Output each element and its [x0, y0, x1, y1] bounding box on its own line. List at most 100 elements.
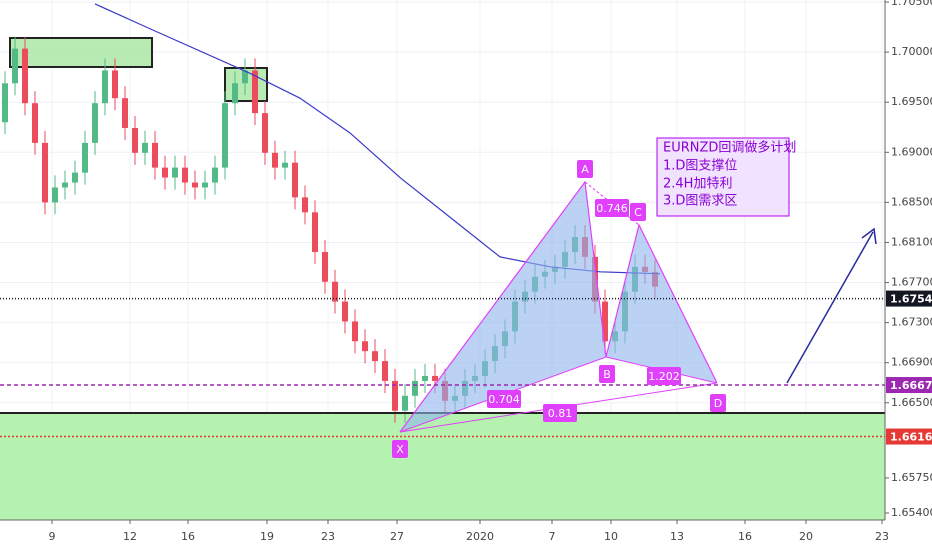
candle-body	[152, 142, 158, 168]
x-tick-label: 19	[260, 530, 274, 543]
price-label-box	[886, 428, 932, 445]
candle-body	[432, 375, 438, 381]
point-label: A	[581, 163, 589, 176]
candle-body	[22, 48, 28, 104]
zone-box	[9, 37, 153, 68]
candle-body	[212, 167, 218, 183]
candle-body	[392, 380, 398, 411]
price-label-box	[886, 377, 932, 394]
candle-body	[362, 341, 368, 352]
point-label-box	[599, 365, 615, 383]
point-label-box	[577, 160, 593, 178]
y-tick-label: 1.69500	[891, 95, 932, 108]
note-text: 2.4H加特利	[663, 177, 732, 192]
price-axis	[885, 0, 932, 550]
point-label: X	[396, 443, 404, 456]
candle-body	[172, 167, 178, 178]
time-axis	[0, 520, 932, 550]
note-text: 3.D图需求区	[663, 194, 737, 209]
candle-body	[272, 152, 278, 168]
candle-body	[252, 70, 258, 114]
candle-body	[132, 127, 138, 153]
price-label: 1.67540	[890, 293, 932, 306]
candle-body	[112, 70, 118, 99]
ratio-label: 0.746	[596, 202, 628, 215]
harmonic-pattern	[399, 180, 718, 433]
x-tick-label: 7	[549, 530, 556, 543]
x-tick-label: 23	[321, 530, 335, 543]
candle-body	[262, 113, 268, 153]
candle-body	[242, 70, 248, 84]
candle-body	[402, 395, 408, 411]
ratio-label: 0.704	[488, 393, 520, 406]
candle-body	[202, 182, 208, 188]
candle-body	[292, 162, 298, 198]
ratio-label: 0.81	[548, 407, 573, 420]
point-label-box	[630, 203, 646, 221]
candle-body	[102, 70, 108, 104]
x-tick-label: 10	[604, 530, 618, 543]
candle-body	[282, 162, 288, 168]
candle-body	[142, 142, 148, 153]
note-text: 1.D图支撑位	[663, 159, 737, 174]
y-tick-label: 1.65750	[891, 471, 932, 484]
y-tick-label: 1.70500	[891, 0, 932, 8]
candle-body	[422, 375, 428, 381]
candle-body	[92, 103, 98, 143]
x-tick-label: 16	[738, 530, 752, 543]
x-tick-label: 23	[875, 530, 889, 543]
candle-body	[192, 182, 198, 188]
pattern-fill	[606, 225, 717, 383]
candle-body	[332, 281, 338, 302]
candle-body	[322, 251, 328, 282]
y-tick-label: 1.69000	[891, 145, 932, 158]
candle-body	[182, 167, 188, 183]
candle-body	[42, 142, 48, 203]
x-tick-label: 2020	[466, 530, 494, 543]
y-tick-label: 1.68100	[891, 235, 932, 248]
ratio-label: 1.202	[648, 370, 680, 383]
candle-body	[232, 83, 238, 104]
ratio-label-box	[487, 390, 521, 408]
candle-body	[2, 83, 8, 123]
price-label: 1.66163	[890, 431, 932, 444]
candle-body	[342, 301, 348, 322]
y-tick-label: 1.70000	[891, 45, 932, 58]
candle-body	[382, 361, 388, 381]
price-label: 1.66677	[890, 379, 932, 392]
ratio-label-box	[543, 404, 577, 422]
ratio-label-box	[647, 367, 681, 385]
y-tick-label: 1.66900	[891, 356, 932, 369]
y-tick-label: 1.66500	[891, 396, 932, 409]
candle-body	[162, 167, 168, 178]
candle-body	[82, 142, 88, 173]
ratio-label-box	[595, 199, 629, 217]
candle-body	[72, 172, 78, 183]
point-label: B	[603, 368, 611, 381]
candle-body	[62, 182, 68, 188]
candle-body	[222, 103, 228, 168]
candle-body	[302, 197, 308, 213]
candle-body	[412, 380, 418, 396]
y-tick-label: 1.68500	[891, 195, 932, 208]
candle-body	[312, 212, 318, 252]
y-tick-label: 1.67700	[891, 276, 932, 289]
point-label: C	[634, 206, 642, 219]
y-tick-label: 1.65400	[891, 506, 932, 519]
arrow-head	[861, 227, 877, 245]
point-label: D	[714, 397, 722, 410]
x-tick-label: 12	[123, 530, 137, 543]
point-label-box	[392, 440, 408, 458]
candle-body	[602, 301, 608, 342]
demand-zone	[0, 413, 885, 520]
candle-body	[32, 103, 38, 143]
candle-body	[372, 351, 378, 362]
candle-body	[352, 321, 358, 342]
candle-body	[122, 98, 128, 128]
note-box	[656, 137, 790, 217]
arrow	[786, 231, 874, 384]
note-text: EURNZD回调做多计划	[663, 140, 796, 156]
x-tick-label: 27	[390, 530, 404, 543]
